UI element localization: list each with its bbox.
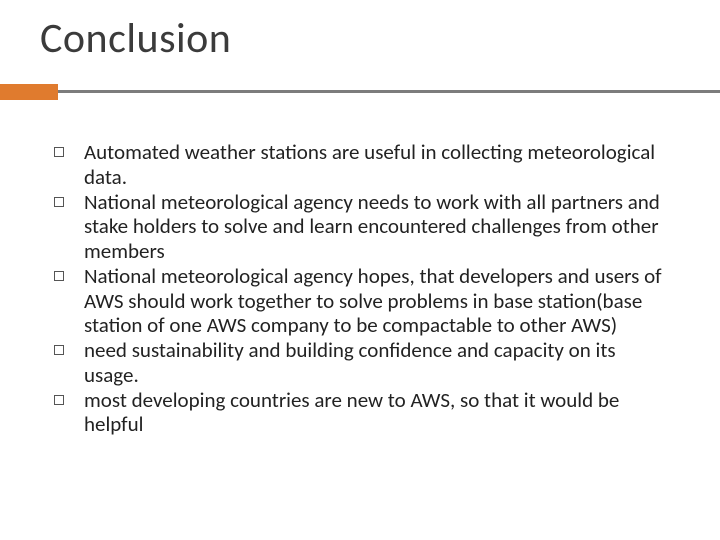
list-item: National meteorological agency needs to … (54, 190, 670, 264)
bullet-marker-icon (54, 271, 64, 281)
bullet-list: Automated weather stations are useful in… (54, 140, 670, 437)
list-item: National meteorological agency hopes, th… (54, 264, 670, 338)
bullet-marker-icon (54, 147, 64, 157)
list-item-text: need sustainability and building confide… (84, 337, 616, 388)
list-item: need sustainability and building confide… (54, 338, 670, 388)
list-item-text: National meteorological agency hopes, th… (84, 263, 662, 339)
bullet-marker-icon (54, 197, 64, 207)
slide-title: Conclusion (40, 18, 231, 60)
bullet-marker-icon (54, 395, 64, 405)
title-rule (0, 84, 720, 100)
bullet-marker-icon (54, 345, 64, 355)
list-item: Automated weather stations are useful in… (54, 140, 670, 190)
rule-line (58, 90, 720, 93)
list-item: most developing countries are new to AWS… (54, 388, 670, 438)
list-item-text: Automated weather stations are useful in… (84, 139, 655, 190)
list-item-text: most developing countries are new to AWS… (84, 387, 619, 438)
list-item-text: National meteorological agency needs to … (84, 189, 660, 265)
content-area: Automated weather stations are useful in… (54, 140, 670, 437)
rule-accent (0, 84, 58, 100)
